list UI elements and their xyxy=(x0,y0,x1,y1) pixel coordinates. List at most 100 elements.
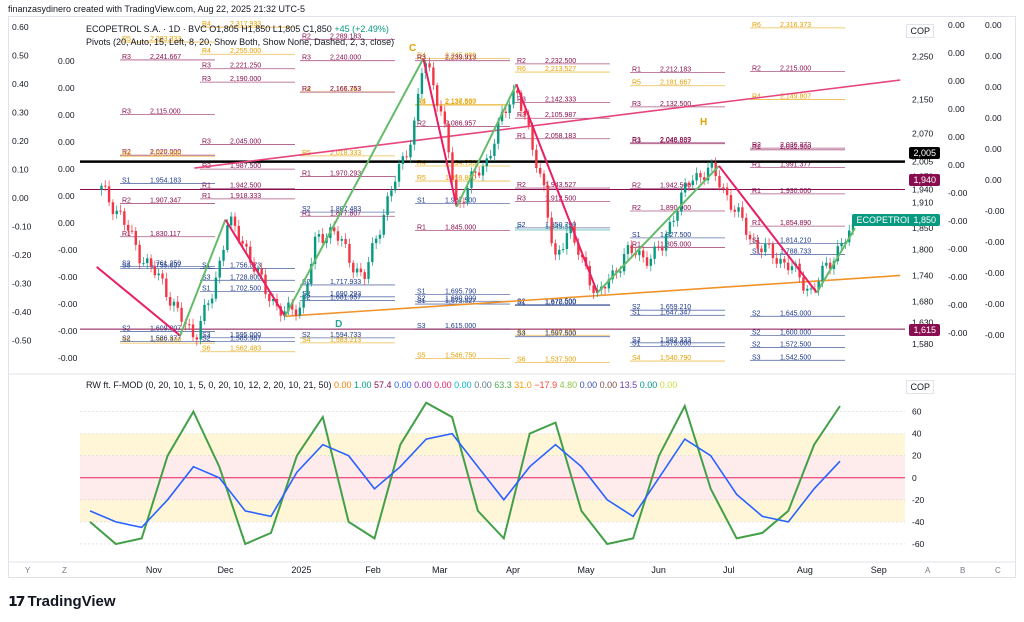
indicator-value: 0.00 xyxy=(659,380,678,390)
candle-body xyxy=(683,183,687,193)
wave-label: D xyxy=(335,319,342,330)
candle-body xyxy=(214,277,218,299)
left-inner-axis-label: -0.00 xyxy=(58,245,78,255)
pivot-level-value: 2,289.183 xyxy=(330,34,361,41)
pivot-level-tag: R4 xyxy=(417,53,426,60)
indicator-value: 0.00 xyxy=(454,380,475,390)
pivot-level-value: 1,850.790 xyxy=(545,222,576,229)
indicator-legend[interactable]: RW ft. F-MOD (0, 20, 10, 1, 5, 0, 20, 10… xyxy=(86,380,677,390)
pivot-level-tag: R1 xyxy=(752,161,761,168)
pivot-level-value: 1,717.933 xyxy=(330,279,361,286)
pivot-level-value: 1,680.000 xyxy=(445,295,476,302)
price-axis-label: 1,580 xyxy=(912,339,934,349)
candle-body xyxy=(691,180,694,186)
candle-body xyxy=(527,115,530,126)
candle-body xyxy=(134,231,137,245)
candle-body xyxy=(699,173,702,178)
pivot-level-value: 1,540.790 xyxy=(660,355,691,362)
wave-label: H xyxy=(700,117,707,128)
time-axis-label: Feb xyxy=(365,565,381,575)
candle-body xyxy=(332,227,336,232)
candle-body xyxy=(378,234,382,239)
candle-body xyxy=(130,230,134,232)
price-change: +45 (+2.49%) xyxy=(334,24,389,34)
pivot-level-value: 1,582.500 xyxy=(150,337,181,344)
pivot-level-value: 1,942.500 xyxy=(230,182,261,189)
symbol-legend[interactable]: ECOPETROL S.A. · 1D · BVC O1,805 H1,850 … xyxy=(86,24,389,34)
pane-axis-label: 60 xyxy=(912,407,922,417)
price-axis-label: 1,740 xyxy=(912,270,934,280)
pivot-level-value: 2,017.500 xyxy=(150,150,181,157)
pivot-level-tag: S1 xyxy=(752,238,761,245)
candle-body xyxy=(405,156,408,158)
left-inner-axis-label: 0.00 xyxy=(58,56,75,66)
pivot-level-tag: S1 xyxy=(122,177,131,184)
right-mid-axis-label: -0.00 xyxy=(948,216,968,226)
trendline-lower xyxy=(285,274,901,318)
price-axis-label: 2,070 xyxy=(912,129,934,139)
right-mid-axis-label: 0.00 xyxy=(948,76,965,86)
candle-body xyxy=(466,187,469,203)
candle-body xyxy=(836,246,839,262)
pivot-level-value: 2,036.373 xyxy=(780,142,811,149)
right-mid-axis-label: -0.00 xyxy=(948,300,968,310)
pivot-level-value: 1,942.500 xyxy=(660,182,691,189)
zigzag-segment xyxy=(596,165,720,294)
pivot-level-tag: R1 xyxy=(632,137,641,144)
candle-body xyxy=(676,211,679,221)
pivot-level-value: 2,213.527 xyxy=(545,66,576,73)
left-axis-label: -0.20 xyxy=(12,250,32,260)
indicator-name[interactable]: RW ft. F-MOD (0, 20, 10, 1, 5, 0, 20, 10… xyxy=(86,380,332,390)
candle-body xyxy=(355,268,359,273)
currency-label[interactable]: COP xyxy=(906,24,934,38)
candle-body xyxy=(657,246,660,248)
left-inner-axis-label: -0.00 xyxy=(58,299,78,309)
candle-body xyxy=(260,268,263,275)
candle-body xyxy=(249,246,252,263)
price-axis-label: 2,005 xyxy=(912,157,934,167)
candle-body xyxy=(237,225,241,241)
pane-axis-label: -60 xyxy=(912,539,925,549)
candle-body xyxy=(630,245,633,254)
pivot-level-tag: S2 xyxy=(302,279,311,286)
pivot-level-value: 1,583.333 xyxy=(660,337,691,344)
pivot-level-tag: S1 xyxy=(417,198,426,205)
pivot-level-value: 2,232.500 xyxy=(545,58,576,65)
candle-body xyxy=(287,302,290,312)
ohlc-values: O1,805 H1,850 L1,805 C1,850 xyxy=(209,24,332,34)
left-inner-axis-label: -0.00 xyxy=(58,272,78,282)
candle-body xyxy=(680,192,683,212)
tradingview-logo[interactable]: 𝟭𝟳 TradingView xyxy=(8,593,116,610)
pane-axis-label: -20 xyxy=(912,495,925,505)
candle-body xyxy=(535,149,538,169)
candle-body xyxy=(111,202,115,215)
pivot-level-tag: R3 xyxy=(302,55,311,62)
price-axis-label: 1,630 xyxy=(912,318,934,328)
pivot-level-tag: R1 xyxy=(752,188,761,195)
time-axis-label: Dec xyxy=(217,565,234,575)
pivot-level-tag: R2 xyxy=(517,58,526,65)
candle-body xyxy=(348,243,351,263)
zigzag-segment xyxy=(224,219,286,317)
pivot-level-tag: S2 xyxy=(202,336,211,343)
candle-body xyxy=(313,236,317,264)
candle-body xyxy=(298,307,302,316)
right-outer-axis-label: 0.00 xyxy=(985,113,1002,123)
right-mid-axis-label: -0.00 xyxy=(948,272,968,282)
symbol-name[interactable]: ECOPETROL S.A. · 1D · BVC xyxy=(86,24,207,34)
pane-axis-label: 20 xyxy=(912,451,922,461)
candle-body xyxy=(550,217,553,244)
left-inner-axis-label: 0.00 xyxy=(58,218,75,228)
pivot-level-tag: P xyxy=(517,224,522,231)
pane-currency-label[interactable]: COP xyxy=(906,380,934,394)
pivot-level-value: 1,930.000 xyxy=(780,188,811,195)
indicator-value: −17.9 xyxy=(534,380,560,390)
left-inner-axis-label: -0.00 xyxy=(58,326,78,336)
pivots-legend[interactable]: Pivots (20, Auto, 15, Left, 8, 20, Show … xyxy=(86,37,395,47)
left-axis-label: 0.40 xyxy=(12,79,29,89)
pivot-level-value: 1,647.347 xyxy=(660,309,691,316)
left-inner-axis-label: 0.00 xyxy=(58,191,75,201)
candle-body xyxy=(416,93,420,121)
candle-body xyxy=(558,249,561,255)
